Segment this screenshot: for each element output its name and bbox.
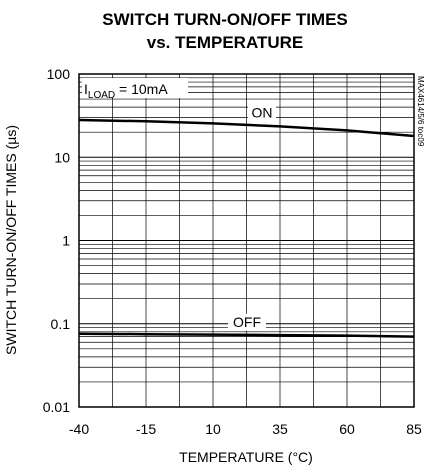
series-group: ON OFF: [78, 104, 415, 338]
y-tick-label: 10: [54, 149, 70, 165]
x-tick-labels: -40 -15 10 35 60 85: [69, 421, 422, 437]
series-label-on: ON: [252, 105, 273, 121]
x-tick-label: 10: [205, 421, 221, 437]
chart-title-line2: vs. TEMPERATURE: [147, 33, 304, 52]
series-label-off: OFF: [233, 314, 261, 330]
annotation-main: I: [84, 81, 88, 97]
y-axis-label: SWITCH TURN-ON/OFF TIMES (µs): [3, 125, 19, 355]
y-tick-label: 0.1: [51, 316, 71, 332]
x-tick-label: 60: [339, 421, 355, 437]
svg-text:ILOAD = 10mA: ILOAD = 10mA: [84, 81, 168, 101]
series-line-off: [78, 332, 415, 338]
x-tick-label: -40: [69, 421, 89, 437]
chart-title-line1: SWITCH TURN-ON/OFF TIMES: [102, 10, 348, 29]
y-tick-labels: 0.01 0.1 1 10 100: [43, 66, 70, 415]
series-label-bg: [228, 313, 266, 331]
x-axis-label: TEMPERATURE (°C): [179, 449, 313, 465]
grid: [79, 74, 414, 407]
y-tick-label: 1: [62, 233, 70, 249]
x-tick-label: -15: [136, 421, 156, 437]
series-line-on: [78, 118, 415, 138]
annotation-rest: = 10mA: [115, 81, 168, 97]
plot-frame: [78, 73, 415, 408]
x-tick-label: 35: [272, 421, 288, 437]
annotation-subscript: LOAD: [88, 90, 115, 101]
load-annotation: ILOAD = 10mA: [82, 78, 188, 101]
y-tick-label: 100: [47, 66, 71, 82]
series-label-bg: [248, 104, 276, 122]
x-tick-label: 85: [406, 421, 422, 437]
side-code-label: MAX4614/5/6 toc09: [416, 76, 425, 147]
y-tick-label: 0.01: [43, 399, 70, 415]
